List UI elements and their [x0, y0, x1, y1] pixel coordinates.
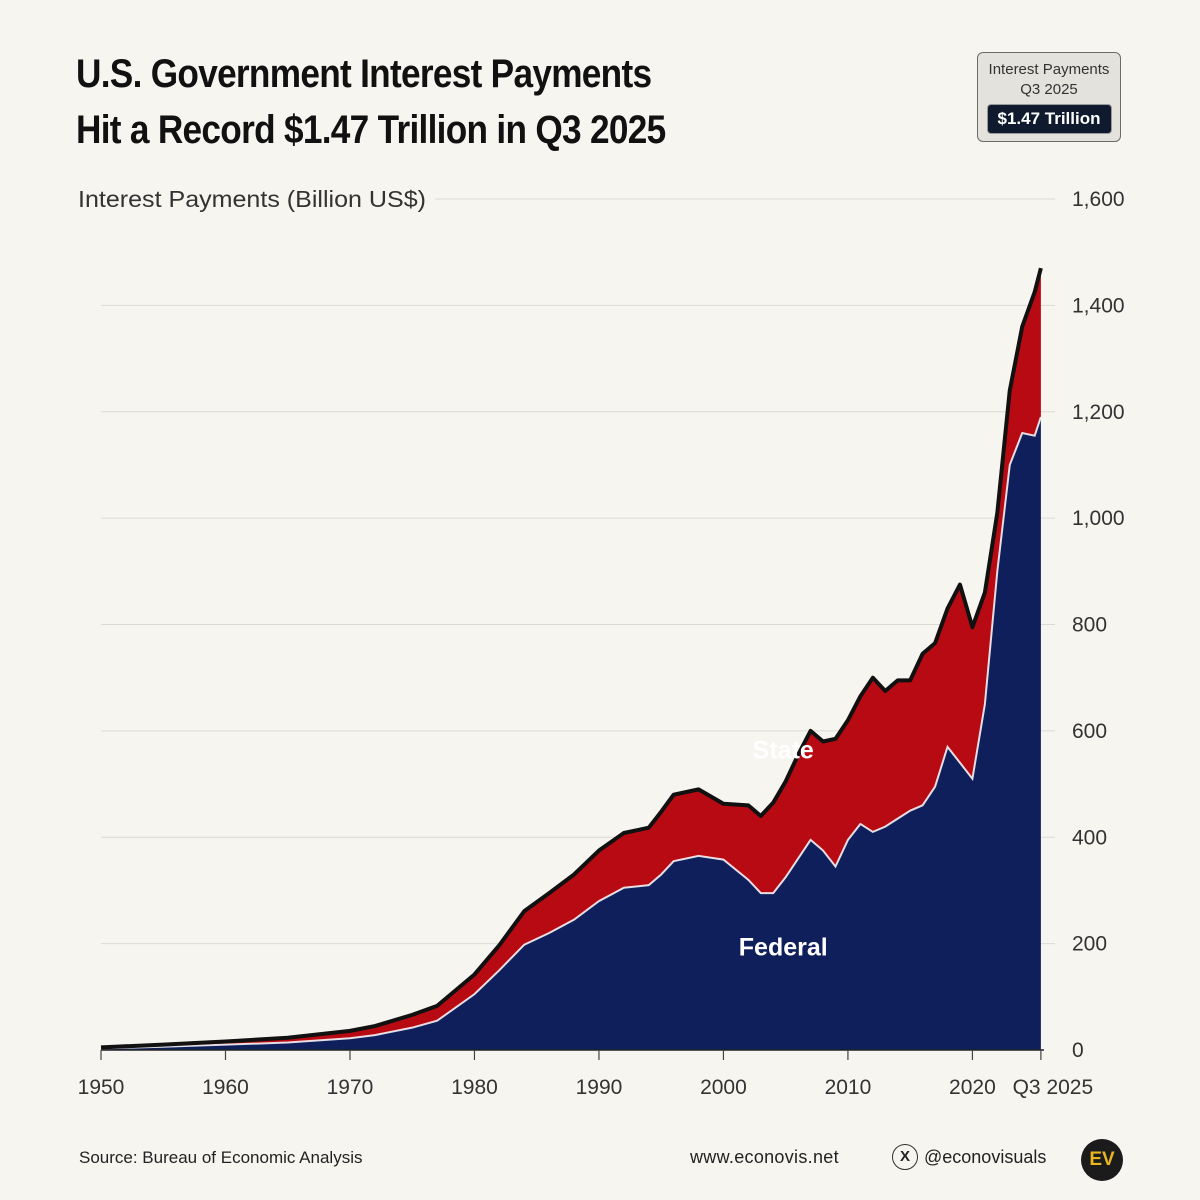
federal-state-divider [100, 416, 1042, 1050]
state-area [101, 268, 1041, 1049]
y-tick-label: 1,600 [1072, 188, 1125, 211]
x-tick-label: 1980 [451, 1076, 498, 1099]
social-handle-link[interactable]: @econovisuals [924, 1147, 1047, 1167]
x-tick-label: 2020 [949, 1076, 996, 1099]
x-tick-label: 2000 [700, 1076, 747, 1099]
title-line-1: U.S. Government Interest Payments [76, 52, 652, 96]
y-axis-label: Interest Payments (Billion US$) [78, 186, 426, 212]
series-annotation-federal: Federal [739, 933, 828, 961]
title-line-2: Hit a Record $1.47 Trillion in Q3 2025 [76, 108, 666, 152]
y-tick-label: 200 [1072, 933, 1107, 956]
badge-value: $1.47 Trillion [986, 104, 1112, 134]
y-tick-label: 400 [1072, 826, 1107, 849]
website-link[interactable]: www.econovis.net [690, 1147, 839, 1167]
y-tick-label: 800 [1072, 614, 1107, 637]
y-tick-label: 0 [1072, 1039, 1084, 1062]
x-tick-label: 1950 [78, 1076, 125, 1099]
x-tick-label: 1960 [202, 1076, 249, 1099]
series-annotation-state: State [753, 736, 814, 764]
y-tick-label: 600 [1072, 720, 1107, 743]
page-title: U.S. Government Interest Payments Hit a … [76, 46, 745, 158]
x-logo-icon: X [892, 1144, 918, 1170]
y-tick-label: 1,400 [1072, 294, 1125, 317]
x-tick-label: Q3 2025 [1013, 1076, 1094, 1099]
federal-area [101, 417, 1041, 1051]
badge-label: Interest Payments Q3 2025 [978, 60, 1120, 100]
badge-label-line-2: Q3 2025 [1020, 81, 1078, 98]
x-tick-label: 1990 [576, 1076, 623, 1099]
headline-badge: Interest Payments Q3 2025 $1.47 Trillion [977, 52, 1121, 142]
y-tick-label: 1,200 [1072, 401, 1125, 424]
total-line [100, 267, 1043, 1050]
source-note: Source: Bureau of Economic Analysis [79, 1148, 363, 1167]
x-tick-label: 2010 [825, 1076, 872, 1099]
x-tick-label: 1970 [327, 1076, 374, 1099]
econovis-logo: EV [1081, 1139, 1123, 1181]
badge-label-line-1: Interest Payments [988, 61, 1110, 78]
y-tick-label: 1,000 [1072, 507, 1125, 530]
